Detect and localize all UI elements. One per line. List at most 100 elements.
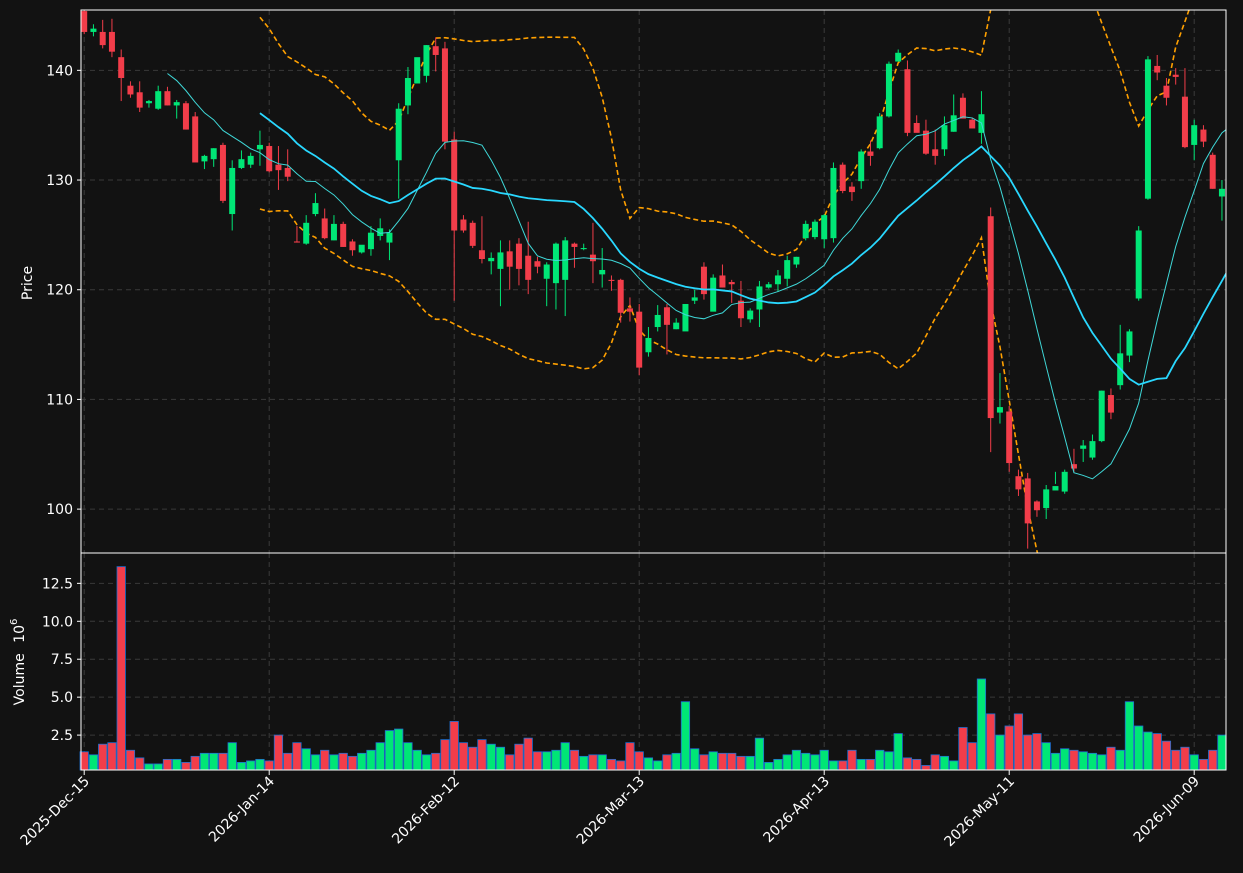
candle-down bbox=[700, 266, 707, 295]
volume-bar bbox=[495, 746, 506, 771]
volume-bar bbox=[190, 755, 200, 771]
candle-up bbox=[710, 277, 717, 312]
candle-down bbox=[451, 139, 458, 231]
volume-bar bbox=[958, 727, 968, 771]
candle-down bbox=[534, 261, 541, 267]
volume-bar bbox=[283, 752, 293, 771]
candle-down bbox=[192, 116, 199, 163]
candle-up bbox=[1098, 390, 1105, 442]
candle-down bbox=[922, 130, 929, 154]
volume-bar bbox=[264, 760, 274, 771]
volume-bar bbox=[745, 755, 755, 771]
volume-bar bbox=[98, 743, 108, 771]
volume-bar bbox=[384, 730, 395, 771]
volume-bar bbox=[162, 758, 173, 771]
volume-bar bbox=[227, 742, 237, 771]
candle-up bbox=[210, 148, 217, 160]
candle-up bbox=[996, 407, 1003, 413]
price-panel-grid bbox=[81, 10, 1226, 553]
volume-bar bbox=[440, 739, 450, 771]
candle-down bbox=[1107, 395, 1114, 413]
volume-bar bbox=[939, 755, 950, 771]
candle-down bbox=[164, 91, 171, 106]
volume-bar bbox=[616, 760, 626, 771]
candle-up bbox=[774, 275, 781, 285]
volume-bar bbox=[514, 743, 524, 771]
volume-bar bbox=[135, 757, 145, 771]
candle-up bbox=[682, 303, 689, 332]
candle-down bbox=[1200, 129, 1207, 142]
volume-bar bbox=[569, 749, 580, 771]
volume-bar bbox=[347, 755, 358, 771]
candle-down bbox=[284, 167, 291, 177]
volume-bar bbox=[1060, 748, 1070, 771]
price-tick-label: 140 bbox=[46, 63, 73, 79]
candle-up bbox=[821, 215, 828, 240]
candle-up bbox=[1191, 125, 1198, 145]
candle-down bbox=[1154, 65, 1161, 73]
volume-bar bbox=[144, 763, 154, 771]
candle-up bbox=[1089, 441, 1096, 458]
candle-down bbox=[987, 216, 994, 419]
candle-up bbox=[673, 322, 680, 330]
volume-bar bbox=[995, 734, 1005, 771]
candle-down bbox=[1172, 74, 1179, 77]
volume-bar bbox=[1032, 733, 1042, 771]
volume-bar bbox=[1198, 758, 1209, 771]
candle-down bbox=[182, 103, 189, 130]
candle-down bbox=[932, 149, 939, 156]
volume-panel-frame bbox=[80, 552, 1227, 771]
short-moving-average-line bbox=[167, 73, 1226, 480]
candle-down bbox=[737, 300, 744, 319]
candle-up bbox=[229, 167, 236, 215]
candle-up bbox=[1218, 188, 1225, 197]
volume-bar bbox=[819, 749, 829, 771]
volume-bar bbox=[838, 760, 848, 771]
volume-bar bbox=[1143, 731, 1153, 771]
volume-bar bbox=[754, 737, 765, 771]
moving-averages bbox=[167, 73, 1226, 480]
volume-bar bbox=[181, 762, 191, 771]
candle-up bbox=[414, 57, 421, 84]
candle-up bbox=[201, 155, 208, 162]
volume-bar bbox=[1161, 740, 1172, 771]
candle-down bbox=[349, 241, 356, 251]
candle-up bbox=[552, 243, 559, 284]
volume-bar bbox=[643, 757, 654, 771]
volume-bar bbox=[893, 733, 903, 771]
volume-bar bbox=[865, 758, 876, 771]
candle-up bbox=[358, 244, 365, 253]
candle-down bbox=[340, 223, 347, 247]
volume-bar bbox=[597, 754, 607, 771]
volume-bar bbox=[199, 752, 210, 771]
candle-down bbox=[1015, 476, 1022, 490]
candle-down bbox=[839, 164, 846, 191]
volume-bar bbox=[773, 758, 783, 771]
candle-down bbox=[1163, 85, 1170, 98]
volume-bar bbox=[588, 754, 598, 771]
volume-bar bbox=[255, 758, 265, 771]
volume-tick-label: 12.5 bbox=[42, 576, 73, 592]
volume-bar bbox=[329, 754, 339, 771]
volume-bar bbox=[477, 739, 487, 771]
volume-bar bbox=[967, 742, 977, 771]
candle-down bbox=[441, 48, 448, 142]
volume-bar bbox=[412, 749, 422, 771]
volume-bar bbox=[986, 713, 996, 771]
volume-bar bbox=[172, 758, 182, 771]
volume-bar bbox=[551, 749, 561, 771]
candle-down bbox=[617, 279, 624, 313]
candle-down bbox=[219, 144, 226, 201]
candle-up bbox=[238, 159, 245, 168]
volume-tick-label: 2.5 bbox=[51, 728, 73, 744]
candle-down bbox=[108, 31, 115, 52]
volume-bar bbox=[653, 760, 663, 771]
volume-bar bbox=[209, 752, 219, 771]
volume-bar bbox=[1134, 725, 1144, 771]
volume-bar bbox=[1180, 746, 1190, 771]
volume-tick-label: 10.0 bbox=[42, 614, 73, 630]
volume-bar bbox=[449, 721, 459, 771]
volume-bar bbox=[301, 748, 311, 771]
candle-up bbox=[386, 232, 393, 243]
